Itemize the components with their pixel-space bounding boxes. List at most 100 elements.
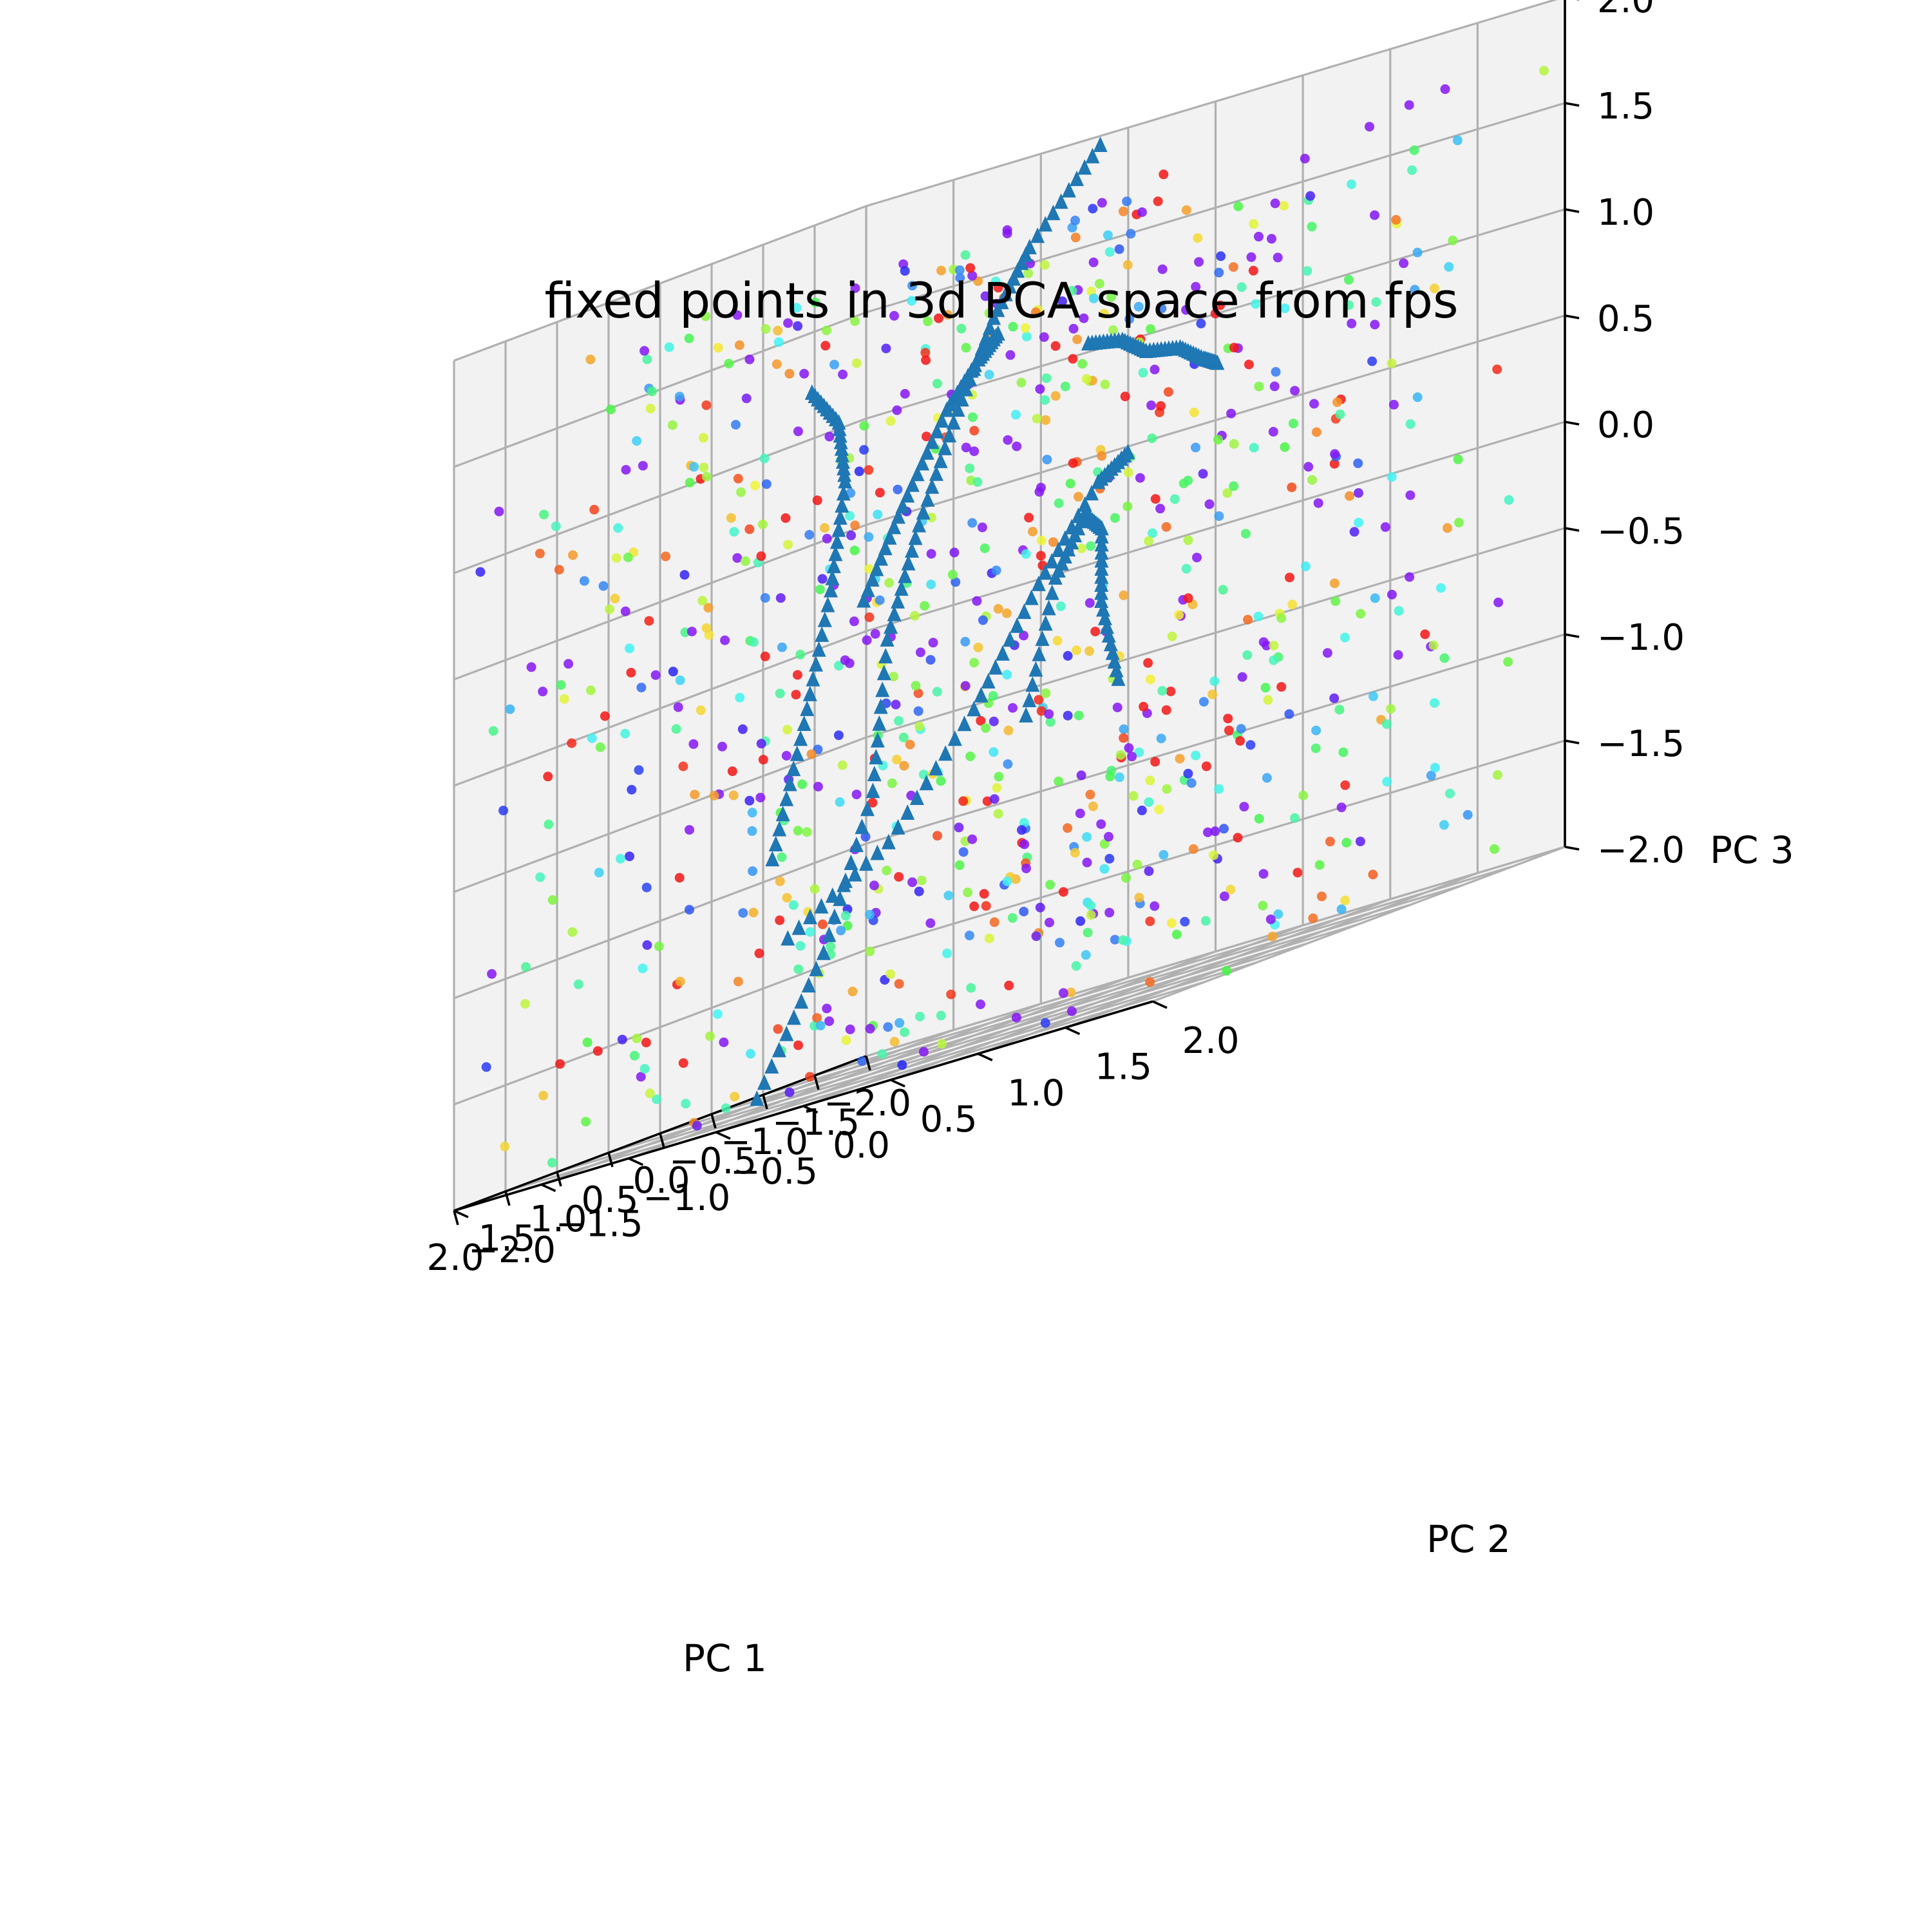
fixed-point (1229, 439, 1239, 449)
fixed-point (701, 401, 711, 410)
fixed-point (755, 949, 764, 958)
fixed-point (644, 616, 654, 626)
fixed-point (1391, 215, 1401, 225)
fixed-point (789, 900, 799, 910)
fixed-point (1223, 714, 1233, 723)
fixed-point (1104, 908, 1114, 918)
fixed-point (1104, 832, 1113, 842)
fixed-point (816, 1021, 826, 1030)
fixed-point (734, 977, 743, 987)
fixed-point (1199, 697, 1209, 706)
fixed-point (1118, 935, 1128, 945)
fixed-point (968, 412, 978, 422)
fixed-point (747, 826, 757, 836)
fixed-point (1193, 233, 1202, 243)
fixed-point (1407, 166, 1417, 175)
fixed-point (1387, 590, 1397, 600)
fixed-point (1011, 410, 1021, 419)
fixed-point (717, 742, 727, 752)
fixed-point (1096, 819, 1106, 829)
fixed-point (890, 1037, 900, 1046)
fixed-point (899, 761, 909, 771)
fixed-point (1151, 494, 1160, 504)
fixed-point (756, 551, 766, 561)
fixed-point (688, 739, 698, 749)
fixed-point (728, 766, 737, 776)
fixed-point (1271, 198, 1280, 208)
fixed-point (696, 705, 706, 715)
fixed-point (989, 747, 998, 757)
fixed-point (813, 782, 823, 791)
fixed-point (1150, 365, 1160, 374)
fixed-point (689, 462, 699, 471)
fixed-point (1235, 736, 1245, 746)
fixed-point (1444, 262, 1454, 272)
fixed-point (963, 887, 972, 897)
fixed-point (1317, 891, 1327, 901)
fixed-point (1370, 593, 1380, 603)
fixed-point (1271, 367, 1281, 377)
fixed-point (719, 1037, 728, 1047)
fixed-point (1301, 562, 1311, 571)
fixed-point (699, 462, 708, 472)
fixed-point (1334, 705, 1344, 714)
fixed-point (625, 851, 634, 861)
fixed-point (892, 755, 902, 764)
fixed-point (838, 370, 848, 379)
fixed-point (1264, 695, 1273, 705)
fixed-point (914, 722, 924, 732)
fixed-point (875, 596, 885, 605)
fixed-point (793, 965, 803, 974)
fixed-point (1315, 860, 1325, 870)
fixed-point (1032, 414, 1042, 424)
fixed-point (1189, 844, 1198, 854)
fixed-point (568, 551, 578, 560)
fixed-point (967, 518, 977, 528)
fixed-point (1387, 472, 1397, 482)
fixed-point (1233, 833, 1243, 842)
fixed-point (805, 1072, 815, 1082)
fixed-point (1330, 449, 1340, 459)
fixed-point (793, 826, 803, 835)
fixed-point (1209, 676, 1219, 686)
fixed-point (1239, 802, 1249, 811)
y-tick-label: 0.5 (920, 1099, 978, 1141)
fixed-point (1244, 360, 1254, 370)
fixed-point (1259, 869, 1269, 878)
fixed-point (1493, 598, 1503, 607)
fixed-point (1157, 734, 1166, 743)
fixed-point (612, 553, 621, 563)
fixed-point (1170, 495, 1180, 504)
fixed-point (864, 465, 873, 475)
fixed-point (1430, 763, 1440, 773)
fixed-point (981, 723, 990, 733)
fixed-point (1113, 703, 1122, 712)
fixed-point (495, 507, 504, 516)
fixed-point (829, 360, 839, 370)
fixed-point (672, 724, 681, 734)
fixed-point (976, 999, 985, 1009)
fixed-point (567, 927, 577, 937)
fixed-point (965, 464, 974, 473)
fixed-point (1381, 522, 1390, 532)
fixed-point (1368, 692, 1378, 701)
fixed-point (730, 527, 739, 536)
fixed-point (1182, 564, 1191, 574)
fixed-point (1202, 761, 1211, 771)
fixed-point (1144, 536, 1153, 546)
fixed-point (1233, 202, 1243, 211)
fixed-point (1144, 866, 1154, 876)
fixed-point (969, 902, 979, 911)
fixed-point (810, 884, 820, 894)
fixed-point (1365, 122, 1374, 131)
fixed-point (1345, 491, 1354, 501)
fixed-point (1214, 511, 1224, 521)
fixed-point (1155, 504, 1165, 513)
fixed-point (1115, 244, 1124, 254)
fixed-point (1335, 410, 1345, 419)
fixed-point (1097, 451, 1106, 461)
fixed-point (1086, 542, 1095, 551)
fixed-point (1059, 887, 1068, 897)
fixed-point (850, 520, 860, 530)
fixed-point (1008, 913, 1018, 923)
